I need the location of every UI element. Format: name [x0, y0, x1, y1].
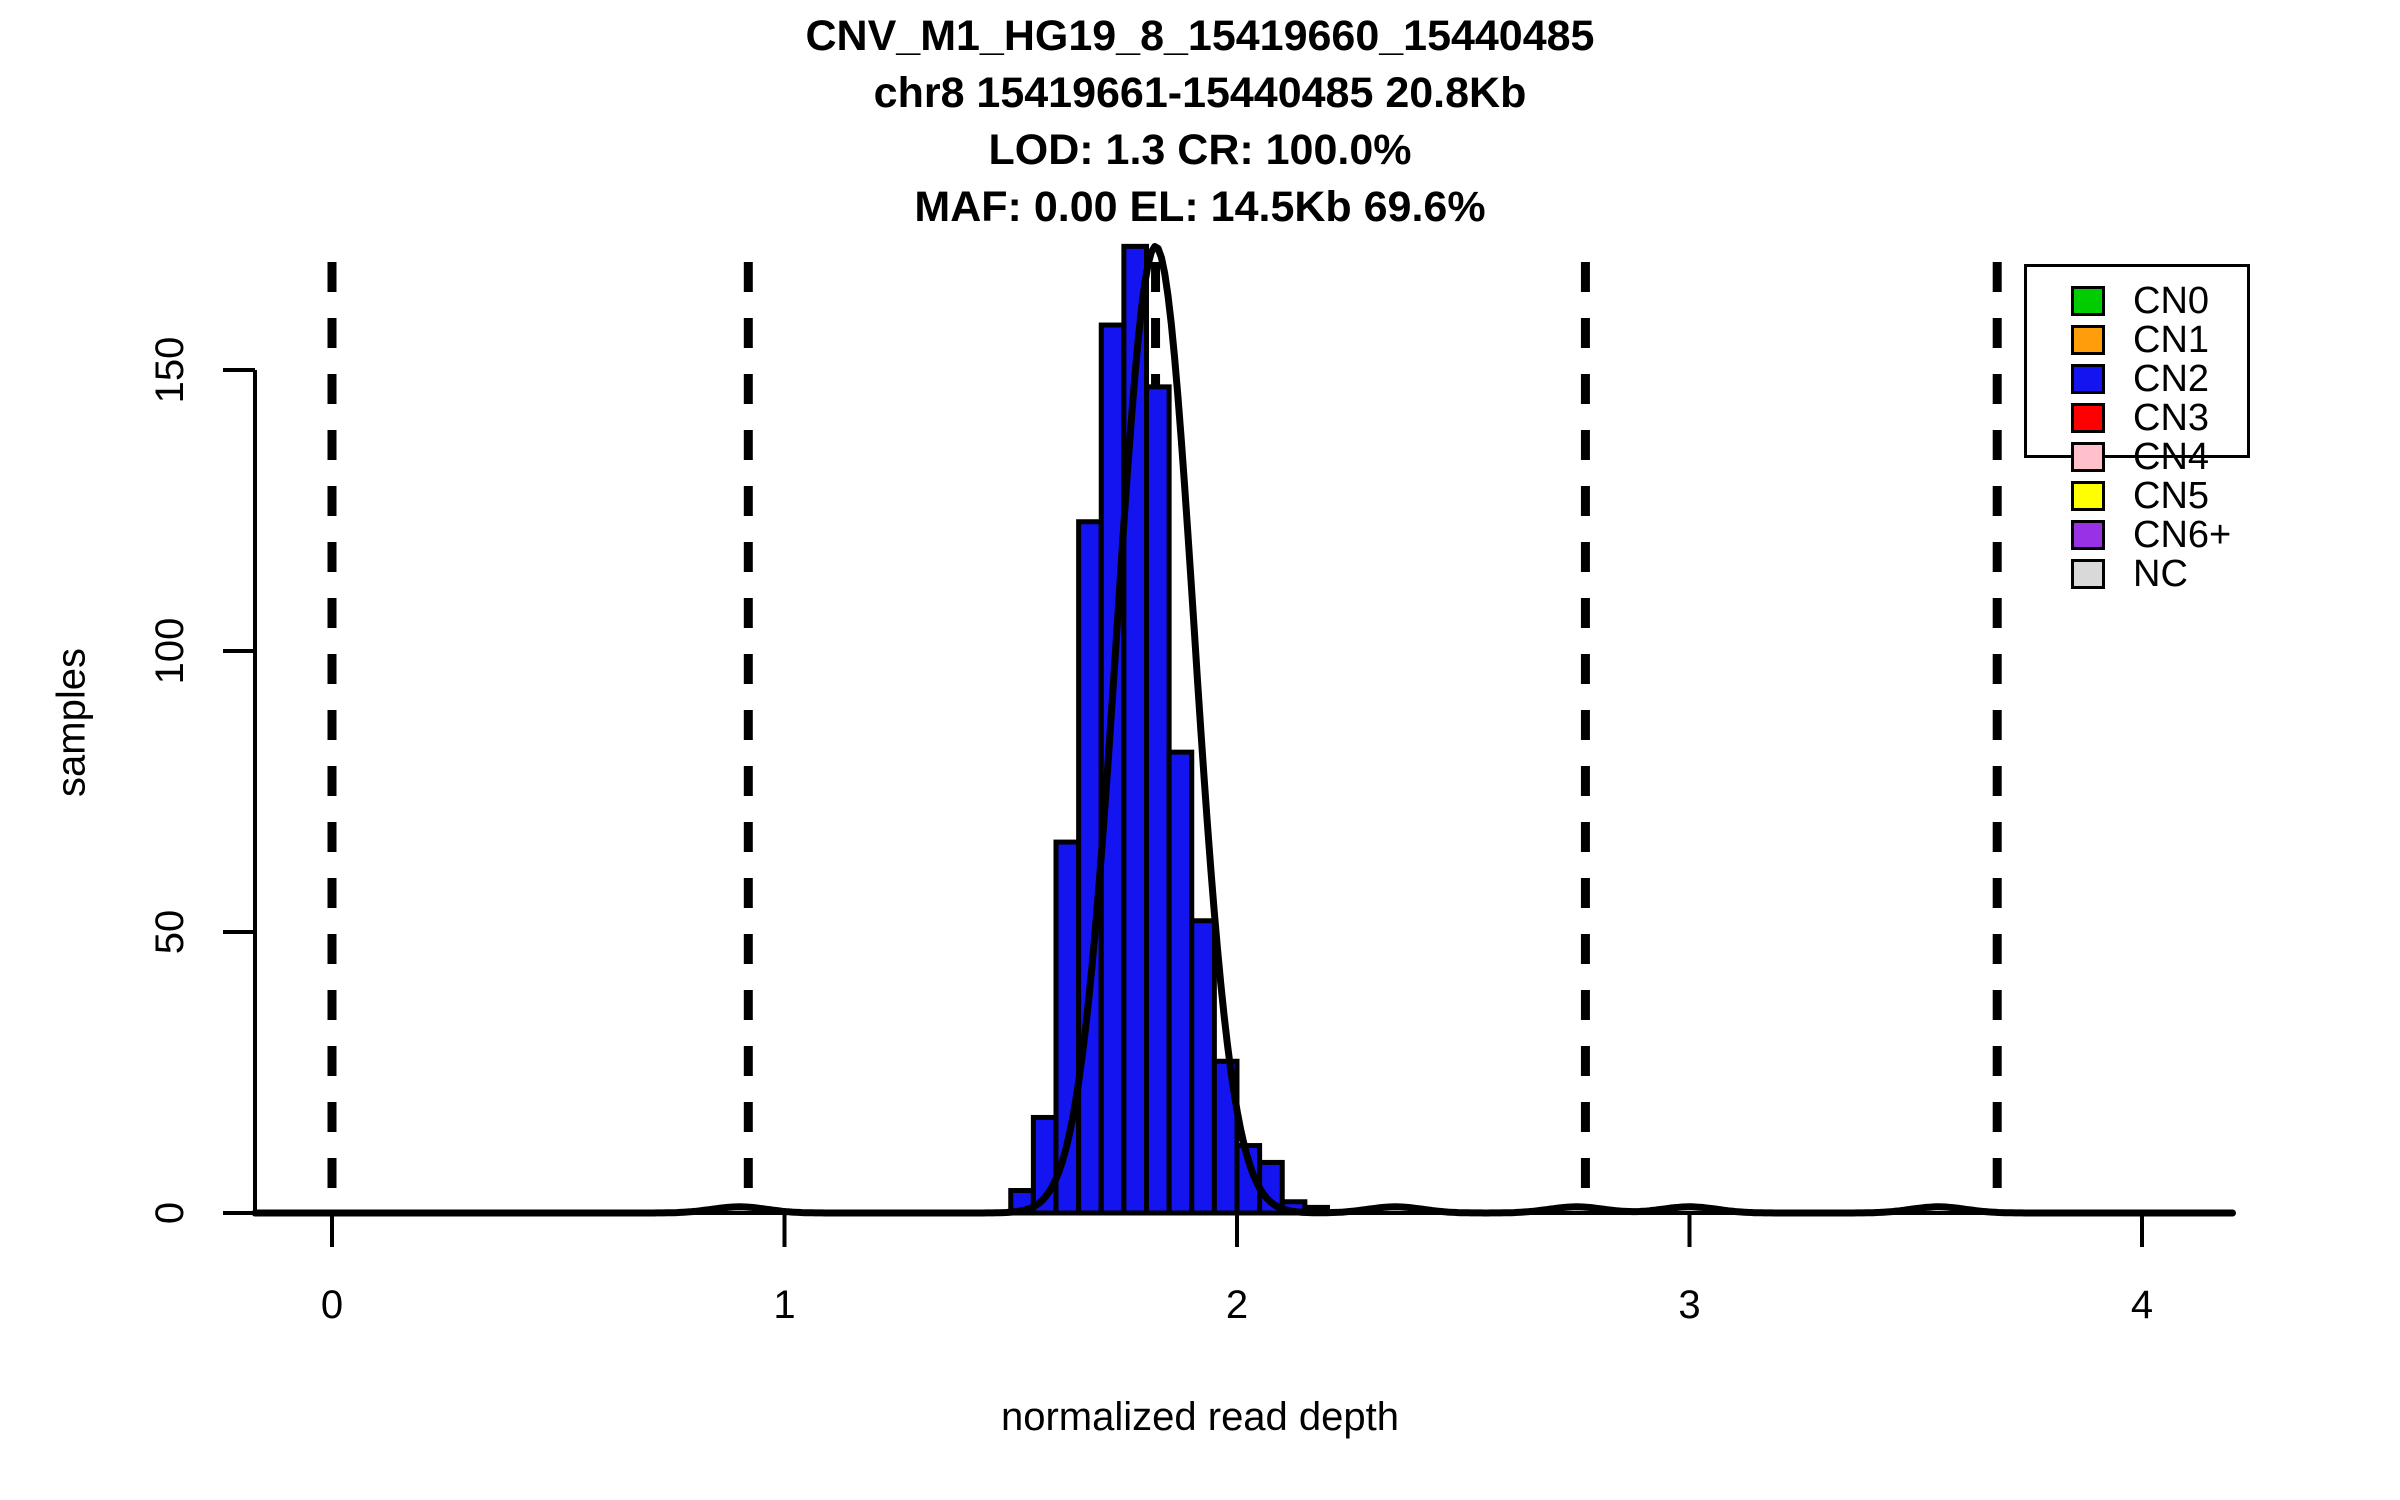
legend-swatch-icon	[2071, 519, 2105, 550]
legend-item-cn1[interactable]: CN1	[2071, 320, 2247, 359]
legend-item-label: CN3	[2133, 396, 2210, 439]
x-tick-label: 1	[773, 1283, 796, 1327]
legend-item-label: NC	[2133, 552, 2188, 595]
legend-item-label: CN4	[2133, 435, 2210, 478]
legend-item-cn0[interactable]: CN0	[2071, 281, 2247, 320]
histogram-bar	[1189, 918, 1217, 1216]
y-tick-label: 100	[148, 617, 192, 685]
density-curve	[251, 243, 2236, 1217]
x-tick-label: 4	[2130, 1283, 2154, 1327]
legend-swatch-icon	[2071, 363, 2105, 394]
legend-item-label: CN1	[2133, 318, 2210, 361]
legend-item-cn2[interactable]: CN2	[2071, 359, 2247, 398]
legend-swatch-icon	[2071, 558, 2105, 589]
y-tick-label: 150	[148, 336, 192, 404]
legend-swatch-icon	[2071, 480, 2105, 511]
histogram-bars-group	[1008, 243, 1330, 1216]
y-tick-label: 0	[148, 1201, 192, 1225]
x-tick-label: 3	[1678, 1283, 1701, 1327]
legend-item-label: CN0	[2133, 279, 2210, 322]
legend-swatch-icon	[2071, 285, 2105, 316]
y-axis-title: samples	[49, 648, 94, 797]
legend-item-label: CN2	[2133, 357, 2210, 400]
legend-item-cn4[interactable]: CN4	[2071, 437, 2247, 476]
legend-item-label: CN6+	[2133, 513, 2232, 556]
legend-swatch-icon	[2071, 324, 2105, 355]
x-axis-title: normalized read depth	[1000, 1395, 1400, 1439]
legend-item-cn3[interactable]: CN3	[2071, 398, 2247, 437]
legend-swatch-icon	[2071, 441, 2105, 472]
x-tick-label: 2	[1225, 1283, 1249, 1327]
legend-item-cn6plus[interactable]: CN6+	[2071, 515, 2247, 554]
axes-group	[223, 368, 2232, 1247]
x-tick-label: 0	[320, 1283, 344, 1327]
legend-item-nc[interactable]: NC	[2071, 554, 2247, 593]
legend-swatch-icon	[2071, 402, 2105, 433]
legend-box: CN0 CN1 CN2 CN3 CN4 CN5 CN6+ NC	[2024, 264, 2250, 593]
legend-item-cn5[interactable]: CN5	[2071, 476, 2247, 515]
histogram-bar	[1144, 384, 1172, 1216]
legend-item-label: CN5	[2133, 474, 2210, 517]
histogram-bar	[1053, 839, 1082, 1216]
y-tick-label: 50	[148, 909, 192, 955]
histogram-bar	[1166, 749, 1195, 1216]
